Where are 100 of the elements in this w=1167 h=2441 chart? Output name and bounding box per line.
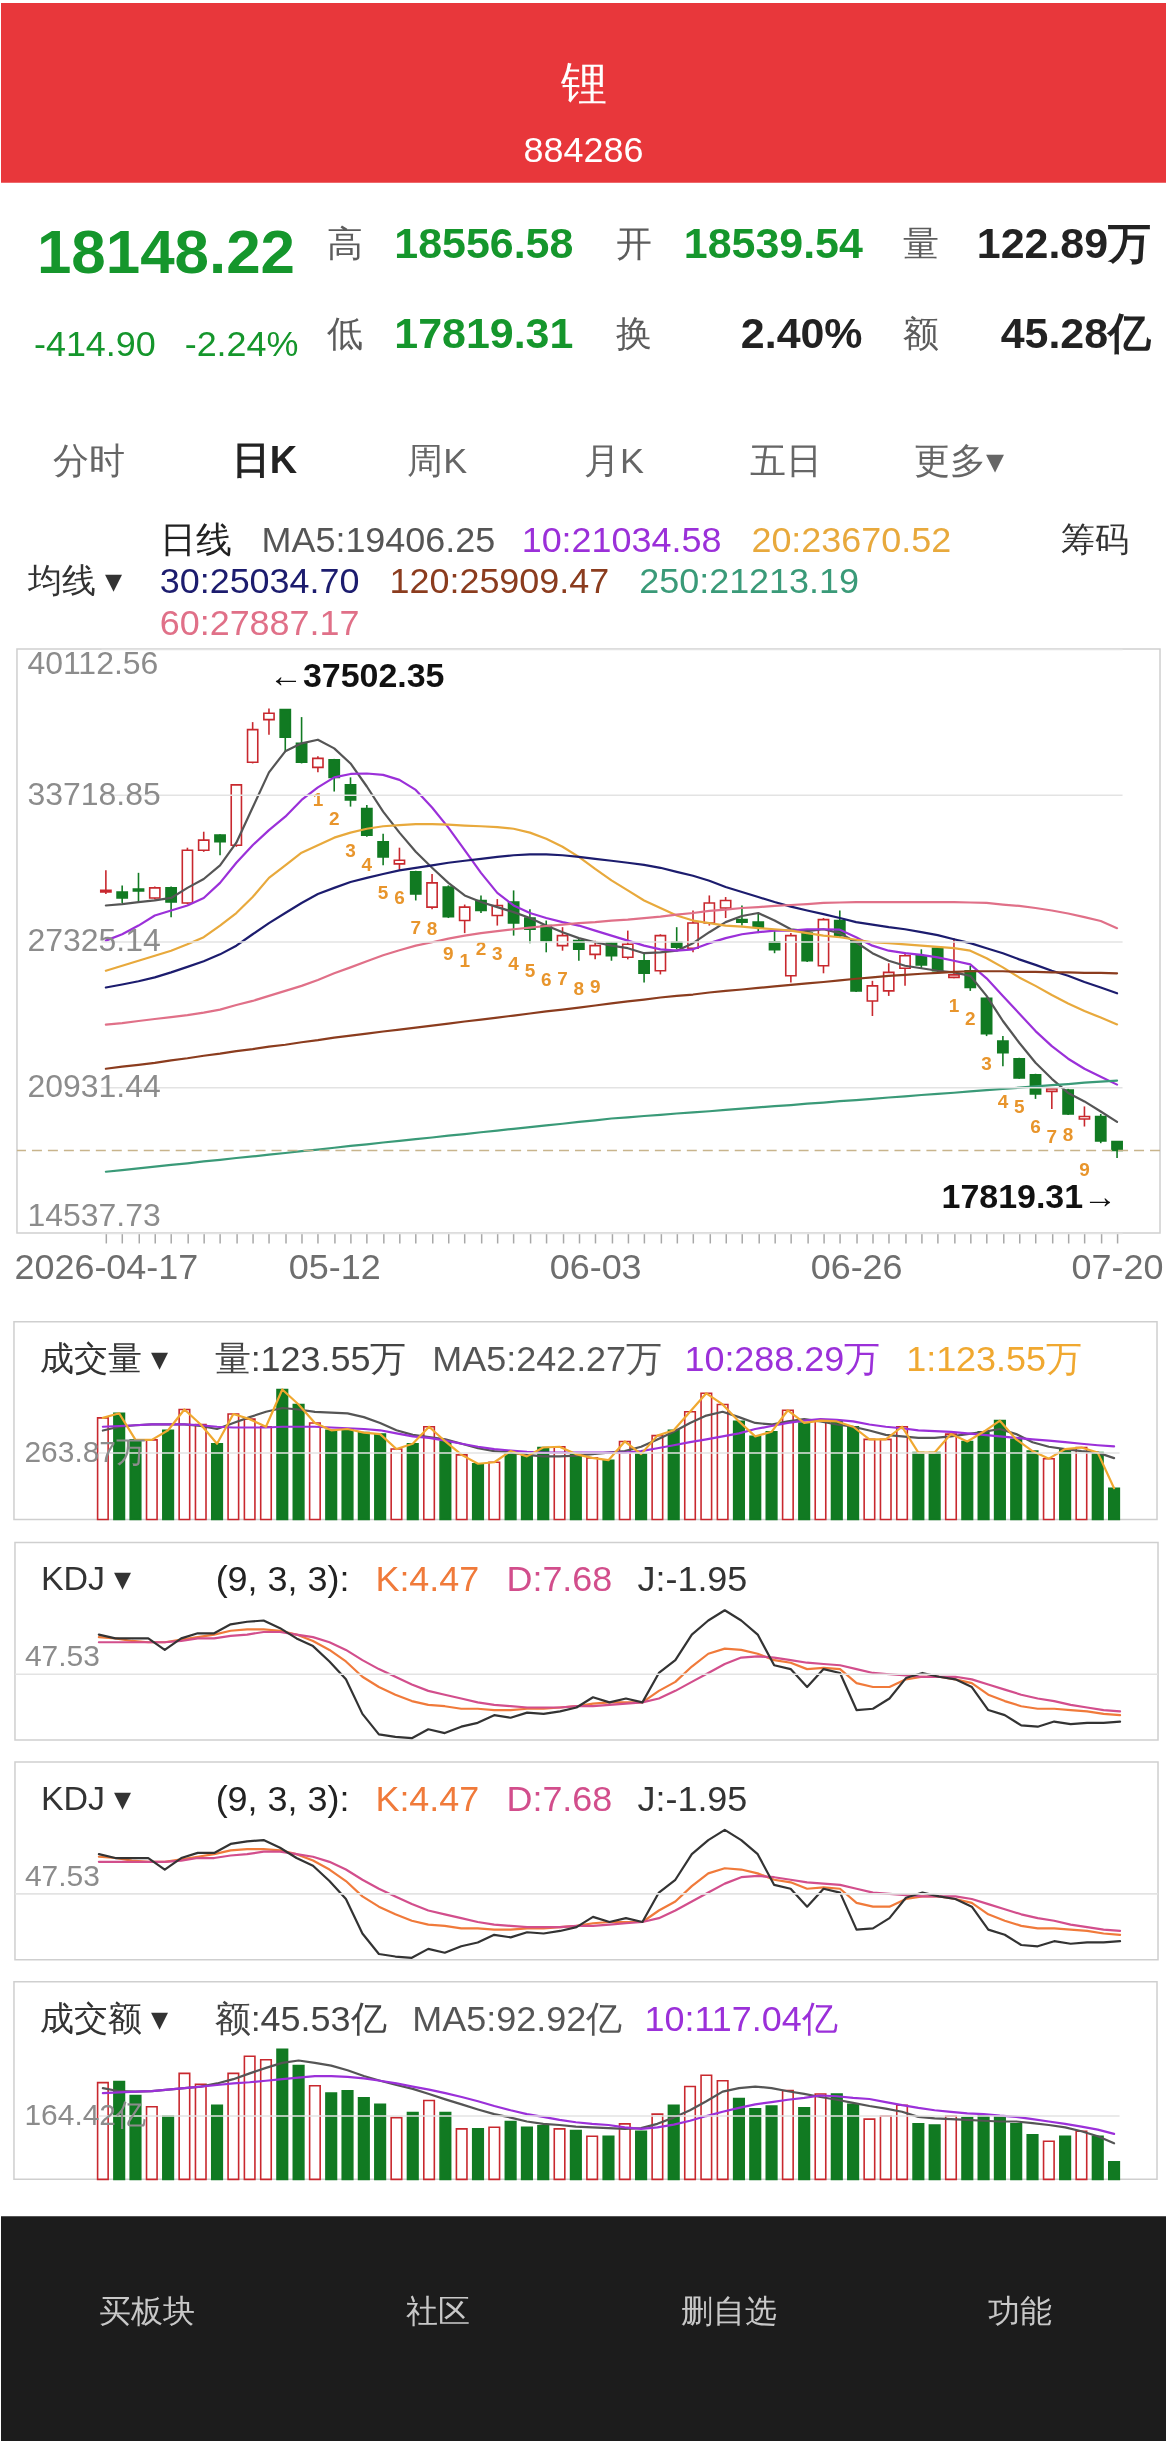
bar (520, 2126, 533, 2181)
bar (341, 1428, 354, 1521)
x-tick-label: 05-12 (288, 1246, 381, 1288)
text: 删自选 (681, 2293, 778, 2330)
bar (667, 1429, 680, 1521)
text: 1 (948, 995, 960, 1017)
series-label: 10:288.29万 (684, 1337, 881, 1379)
bar (830, 1420, 843, 1521)
text: 更多▾ (914, 440, 1005, 482)
text: 锂 (559, 56, 607, 109)
bar (928, 1451, 941, 1521)
text: 2 (328, 808, 340, 830)
text: 4 (508, 952, 519, 974)
bar (635, 2130, 648, 2181)
y-tick-label: 27325.14 (27, 922, 161, 959)
text: KDJ ▾ (40, 1778, 132, 1817)
text: 20:23670.52 (751, 519, 952, 561)
bar (520, 1455, 533, 1521)
bar (1059, 1448, 1072, 1521)
text: 低 (327, 312, 364, 354)
bar (1091, 2135, 1104, 2181)
text: 45.28亿 (1000, 308, 1153, 357)
text: 量 (903, 222, 940, 264)
text: 122.89万 (976, 218, 1152, 267)
text: 7 (410, 917, 422, 939)
text: 18148.22 (36, 216, 296, 286)
text: 5 (1013, 1095, 1025, 1117)
text: D:7.68 (506, 1777, 613, 1819)
bar (276, 1388, 289, 1521)
bar (847, 2103, 860, 2181)
bar (602, 1459, 615, 1521)
text: 6 (540, 969, 552, 991)
legend-title: 日线 (159, 519, 232, 561)
bar (602, 2135, 615, 2181)
x-tick-label: 06-26 (810, 1246, 903, 1288)
bar (765, 1431, 778, 1521)
bar (830, 2093, 843, 2181)
bar (374, 1433, 387, 1521)
annotation: 量:123.55万 (214, 1337, 407, 1379)
bar (439, 2111, 452, 2181)
y-tick-label: 33718.85 (27, 776, 161, 813)
text: 月K (583, 440, 644, 482)
text: 1 (459, 950, 470, 972)
annotation: 额:45.53亿 (214, 1997, 387, 2039)
text: 120:25909.47 (389, 560, 610, 602)
series-label: K:4.47 (375, 1558, 480, 1600)
bar (276, 2048, 289, 2181)
bar (977, 2114, 990, 2181)
annotation: 47.53 (24, 1858, 100, 1892)
text: 9 (443, 942, 454, 964)
text: 均线 ▾ (26, 561, 123, 600)
bar (977, 1431, 990, 1521)
bar (1107, 2160, 1121, 2181)
bar (341, 2090, 354, 2181)
text: 5 (524, 960, 536, 982)
bar (162, 2115, 175, 2181)
bar (1059, 2135, 1072, 2181)
text: 30:25034.70 (159, 560, 360, 602)
bar (537, 2124, 550, 2181)
text: 社区 (405, 2293, 470, 2330)
bar (749, 1435, 762, 1521)
text: 5 (377, 882, 389, 904)
y-tick-label: 40112.56 (27, 645, 159, 682)
text: 筹码 (1061, 520, 1130, 559)
bar (406, 1442, 419, 1521)
bar (1010, 2123, 1023, 2181)
text: 6 (394, 887, 405, 909)
text: 8 (573, 977, 585, 999)
bar (1026, 1450, 1039, 1521)
x-tick-label: 07-20 (1071, 1246, 1164, 1288)
annotation: ←37502.35 (268, 655, 445, 694)
text: 884286 (523, 128, 644, 170)
text: 17819.31 (394, 308, 574, 357)
text: 开 (615, 222, 652, 264)
bar (292, 1403, 305, 1521)
legend-title: (9, 3, 3): (215, 1777, 350, 1819)
x-tick-label: 2026-04-17 (14, 1246, 199, 1288)
text: 功能 (988, 2293, 1053, 2330)
bar (765, 2105, 778, 2181)
bar (1107, 1487, 1121, 1521)
text: 4 (361, 853, 373, 875)
bar (569, 1453, 582, 1521)
text: 2 (965, 1007, 976, 1029)
bar (162, 1429, 175, 1521)
text: 2.40% (740, 308, 863, 357)
text: 换 (615, 312, 652, 354)
series-label: K:4.47 (375, 1777, 480, 1819)
annotation: 成交额 ▾ (39, 1998, 169, 2037)
bar (406, 2111, 419, 2181)
bar (912, 1451, 925, 1521)
bar (325, 1429, 338, 1521)
text: KDJ ▾ (40, 1559, 132, 1598)
bar (210, 2104, 224, 2181)
series-label: 10:117.04亿 (644, 1997, 838, 2039)
text: 60:27887.17 (159, 602, 360, 644)
text: 买板块 (98, 2293, 195, 2330)
series-label: J:-1.95 (637, 1558, 748, 1600)
text: 8 (1062, 1124, 1074, 1146)
bar (798, 2107, 811, 2181)
bar (912, 2123, 925, 2181)
